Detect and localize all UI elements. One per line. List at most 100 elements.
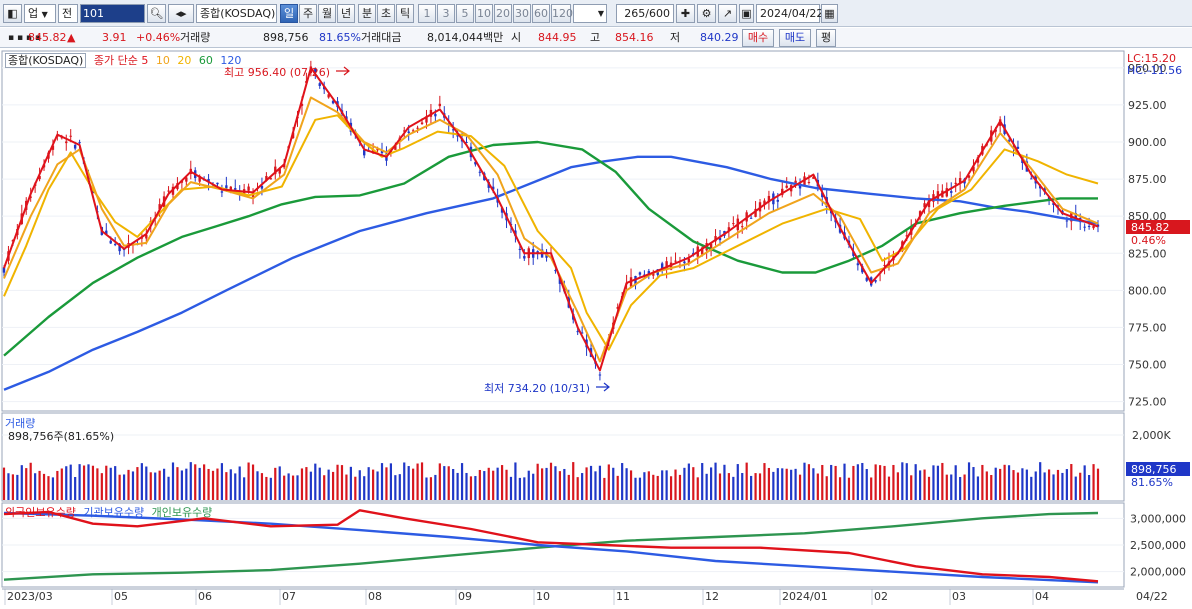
market-select-2[interactable]: 전 (58, 4, 78, 23)
volume-bar (945, 474, 948, 500)
interval-10[interactable]: 10 (475, 4, 493, 23)
candle-body (856, 263, 860, 266)
low-annotation: 최저 734.20 (10/31) (484, 382, 590, 395)
volume-bar (790, 469, 793, 500)
tab-tick[interactable]: 틱 (396, 4, 414, 23)
layout-icon[interactable]: ◧ (3, 4, 22, 23)
candle-body (660, 263, 664, 270)
price-chart-svg[interactable]: 950.00 925.00 900.00 875.00 850.00 825.00 800.… (0, 49, 1192, 609)
volume-bar (976, 476, 980, 500)
amount-label: 거래대금 (361, 31, 402, 44)
sell-button[interactable]: 매도 (779, 29, 811, 47)
tab-day[interactable]: 일 (280, 4, 298, 23)
volume-bar (91, 465, 95, 500)
volume-bar (816, 473, 819, 500)
volume-bar (42, 473, 46, 500)
volume-bar (701, 463, 704, 500)
candle-body (420, 122, 424, 125)
chart-area[interactable]: 950.00 925.00 900.00 875.00 850.00 825.00 800.… (0, 49, 1192, 609)
volume-bar (345, 474, 348, 500)
volume-bar (1007, 465, 1011, 500)
legend-index-name[interactable]: 종합(KOSDAQ) (5, 53, 87, 68)
volume-bar (994, 467, 997, 500)
interval-5[interactable]: 5 (456, 4, 474, 23)
volume-bar (358, 470, 361, 500)
interval-1[interactable]: 1 (418, 4, 436, 23)
chart-tools-icon[interactable]: ↗ (718, 4, 737, 23)
volume-bar (265, 476, 268, 500)
crosshair-icon[interactable]: ✚ (676, 4, 695, 23)
volume-bar (69, 464, 72, 500)
code-input[interactable]: 101 (80, 4, 145, 23)
tab-week[interactable]: 주 (299, 4, 317, 23)
market-select[interactable]: 업 ▼ (24, 4, 56, 23)
volume-bar (122, 474, 126, 500)
candle-body (198, 175, 201, 182)
speaker-icon[interactable]: ◂▸ (168, 4, 194, 23)
volume-bar (545, 467, 548, 500)
volume-current-rate: 81.65% (1131, 476, 1173, 489)
interval-120[interactable]: 120 (551, 4, 573, 23)
volume-bar (51, 477, 55, 500)
buy-button[interactable]: 매수 (742, 29, 774, 47)
volume-bar (260, 473, 264, 500)
x-axis-end-label: 04/22 (1136, 590, 1168, 603)
volume-bar (407, 466, 410, 500)
x-tick-label: 06 (198, 590, 212, 603)
tab-month[interactable]: 월 (318, 4, 336, 23)
x-tick-label: 08 (368, 590, 382, 603)
interval-20[interactable]: 20 (494, 4, 512, 23)
interval-60[interactable]: 60 (532, 4, 550, 23)
candle-body (327, 94, 330, 98)
interval-dropdown[interactable]: ▼ (573, 4, 607, 23)
candle-body (709, 243, 713, 249)
volume-bar (936, 465, 940, 500)
candle-body (394, 144, 397, 150)
search-icon[interactable]: 🔍︎ (147, 4, 166, 23)
volume-bar (96, 468, 99, 500)
volume-bar (283, 475, 286, 500)
candle-body (500, 207, 504, 213)
tab-year[interactable]: 년 (337, 4, 355, 23)
candle-body (714, 236, 717, 242)
volume-bar (950, 474, 953, 500)
volume-bar (696, 477, 699, 500)
candle-body (1083, 226, 1086, 228)
interval-30[interactable]: 30 (513, 4, 531, 23)
volume-bar (11, 474, 14, 500)
settings-icon[interactable]: ⚙ (697, 4, 716, 23)
candle-body (1092, 225, 1095, 229)
volume-bar (803, 462, 806, 500)
volume-bar (603, 477, 606, 500)
candle-body (954, 182, 957, 184)
candle-body (718, 237, 722, 241)
volume-bar (154, 472, 157, 500)
volume-bar (340, 465, 344, 500)
calendar-icon[interactable]: ▦ (821, 4, 838, 23)
volume-bar (1083, 465, 1086, 500)
tab-second[interactable]: 초 (377, 4, 395, 23)
candle-body (376, 148, 379, 151)
volume-bar (478, 469, 481, 500)
interval-3[interactable]: 3 (437, 4, 455, 23)
candle-body (113, 244, 117, 246)
candle-body (167, 190, 170, 192)
high-arrow-icon (336, 66, 350, 76)
volume-bar (554, 466, 557, 500)
volume-bar (963, 474, 966, 500)
up-arrow-icon: ▲ (67, 31, 76, 44)
save-icon[interactable]: ▣ (739, 4, 754, 23)
date-field[interactable]: 2024/04/22 (756, 4, 823, 23)
x-tick-label: 03 (952, 590, 966, 603)
volume-bar (1030, 476, 1033, 500)
volume-bar (420, 462, 424, 500)
volume-bar (465, 472, 468, 500)
volume-bar (287, 473, 290, 500)
avg-button[interactable]: 평 (816, 29, 836, 47)
volume-bar (567, 474, 570, 500)
candle-body (118, 243, 121, 252)
tab-minute[interactable]: 분 (358, 4, 376, 23)
count-field[interactable]: 265/600 (616, 4, 674, 23)
volume-bar (305, 467, 308, 500)
candle-body (874, 280, 877, 282)
